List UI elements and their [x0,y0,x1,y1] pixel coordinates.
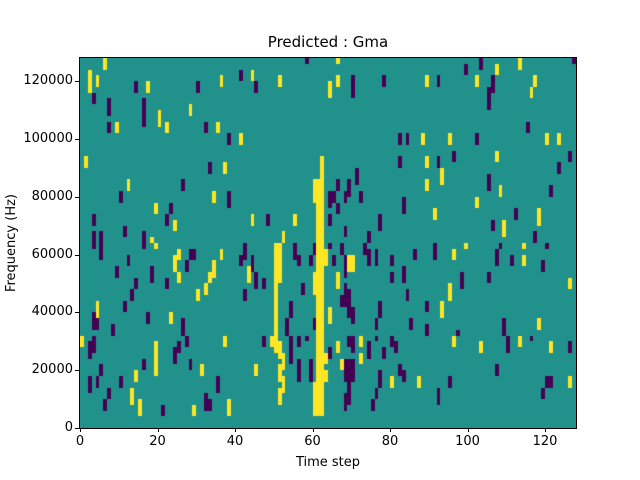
x-tick-mark [235,428,236,432]
x-tick-label: 20 [149,434,166,449]
y-tick-mark [75,370,79,372]
y-tick-mark [75,81,79,83]
x-tick-label: 40 [226,434,244,449]
y-tick-label: 100000 [23,130,73,146]
y-tick-label: 40000 [31,304,73,320]
y-tick-label: 60000 [31,246,73,262]
y-tick-label: 120000 [23,73,73,89]
chart-title: Predicted : Gma [267,33,389,51]
x-axis-label: Time step [295,455,361,470]
y-tick-mark [75,428,79,429]
x-tick-mark [80,428,81,432]
y-tick-mark [75,254,79,256]
y-tick-label: 80000 [31,188,73,204]
y-tick-label: 20000 [31,362,73,378]
y-tick-mark [75,312,79,314]
x-tick-mark [157,428,159,432]
x-tick-mark [545,428,546,432]
y-tick-mark [75,196,79,198]
x-tick-mark [467,428,469,432]
x-tick-mark [312,428,314,432]
x-tick-label: 100 [455,434,480,449]
y-axis-label: Frequency (Hz) [4,193,19,293]
x-tick-mark [390,428,391,432]
y-tick-mark [75,138,79,140]
x-tick-label: 0 [75,434,85,449]
y-tick-label: 0 [64,420,73,435]
x-tick-label: 60 [304,434,321,449]
x-tick-label: 80 [381,434,399,449]
x-tick-label: 120 [532,434,558,449]
plot-frame [79,57,577,429]
heatmap-canvas [80,58,576,428]
